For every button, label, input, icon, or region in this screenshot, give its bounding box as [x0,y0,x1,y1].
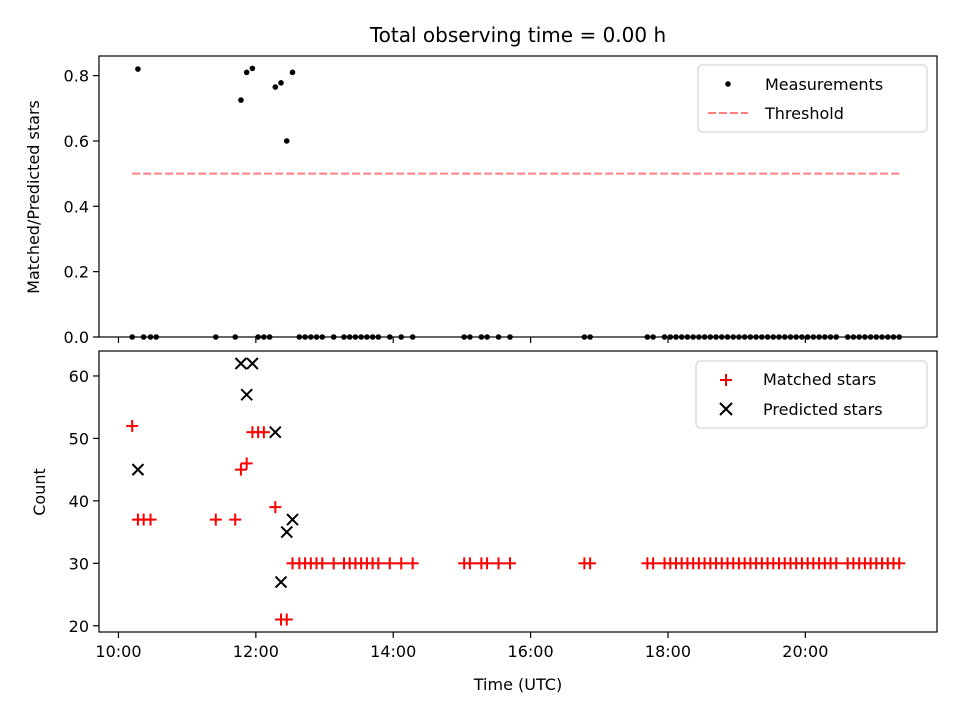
legend-measurements-marker [725,81,731,87]
matched-star-point [327,557,340,570]
matched-star-point [406,557,419,570]
measurement-point [272,84,279,90]
top-ytick-label: 0.4 [64,197,89,216]
measurement-point [243,69,250,76]
predicted-star-point [269,425,282,439]
matched-star-point [584,557,597,570]
legend-threshold-label: Threshold [764,104,844,123]
matched-star-point [893,557,906,570]
legend-predicted-label: Predicted stars [763,400,883,419]
bottom-x-axis: 10:00 12:00 14:00 16:00 18:00 20:00 [95,632,828,661]
bottom-y-axis: 20 30 40 50 60 [69,367,99,636]
bottom-ytick-label: 50 [69,429,89,448]
predicted-star-point [240,388,253,401]
top-ytick-label: 0.2 [64,263,89,282]
top-x-axis [117,337,806,343]
chart-title: Total observing time = 0.00 h [369,23,666,47]
matched-star-point [229,513,242,526]
legend-matched-label: Matched stars [763,370,876,389]
matched-star-point [144,513,157,526]
bottom-ytick-label: 20 [69,617,89,636]
xtick-label: 20:00 [782,642,828,661]
matched-star-point [316,557,329,570]
top-legend-frame [697,64,928,133]
matched-star-point [280,613,293,626]
bottom-plot-area [126,357,906,626]
top-panel: 0.00.20.40.60.8 Matched/Predicted stars … [24,55,938,347]
legend-measurements-label: Measurements [765,75,883,94]
predicted-star-point [274,575,288,589]
matched-star-point [492,557,505,570]
predicted-star-point [280,525,293,539]
measurement-point [238,97,244,103]
bottom-legend-frame [695,360,928,429]
matched-star-point [372,557,385,570]
measurement-point [289,69,296,76]
legend-matched-marker [720,374,732,386]
measurement-point [249,65,256,72]
top-axes-frame [98,55,938,338]
predicted-star-point [246,357,259,370]
matched-star-point [647,557,660,570]
matched-star-point [830,557,843,570]
top-ytick-label: 0.0 [64,328,89,347]
matched-star-point [383,557,396,570]
bottom-ytick-label: 40 [69,492,89,511]
predicted-star-point [234,357,248,370]
measurement-point [278,79,284,86]
matched-star-point [503,557,516,570]
predicted-star-point [131,463,145,476]
bottom-axes-frame [98,350,938,633]
x-axis-label: Time (UTC) [473,675,562,694]
matched-star-point [234,463,247,476]
matched-star-point [257,426,270,439]
bottom-panel: 20 30 40 50 60 10:00 12:00 14:00 16:00 18:00 20:0… [30,350,938,694]
xtick-label: 12:00 [233,642,279,661]
xtick-label: 10:00 [95,642,141,661]
matched-star-point [269,501,282,514]
xtick-label: 18:00 [645,642,691,661]
predicted-star-point [286,513,299,526]
bottom-y-axis-label: Count [30,468,49,516]
bottom-legend: Matched stars Predicted stars [695,360,928,429]
matched-star-point [481,557,494,570]
bottom-ytick-label: 30 [69,554,89,573]
top-ytick-label: 0.8 [64,67,89,86]
xtick-label: 16:00 [508,642,554,661]
xtick-label: 14:00 [370,642,416,661]
top-ytick-label: 0.6 [64,132,89,151]
matched-star-point [240,457,253,470]
matched-star-point [209,513,222,526]
top-legend: Measurements Threshold [697,64,928,133]
measurement-point [135,66,141,72]
bottom-ytick-label: 60 [69,367,89,386]
top-y-axis-label: Matched/Predicted stars [24,100,43,294]
matched-star-point [126,419,139,432]
legend-predicted-marker [719,402,733,416]
measurement-point [283,138,290,144]
matched-star-point [395,557,408,570]
matched-star-point [463,557,476,570]
top-y-axis: 0.0 0.2 0.4 0.6 0.8 [64,67,99,347]
top-plot-area [129,65,903,340]
